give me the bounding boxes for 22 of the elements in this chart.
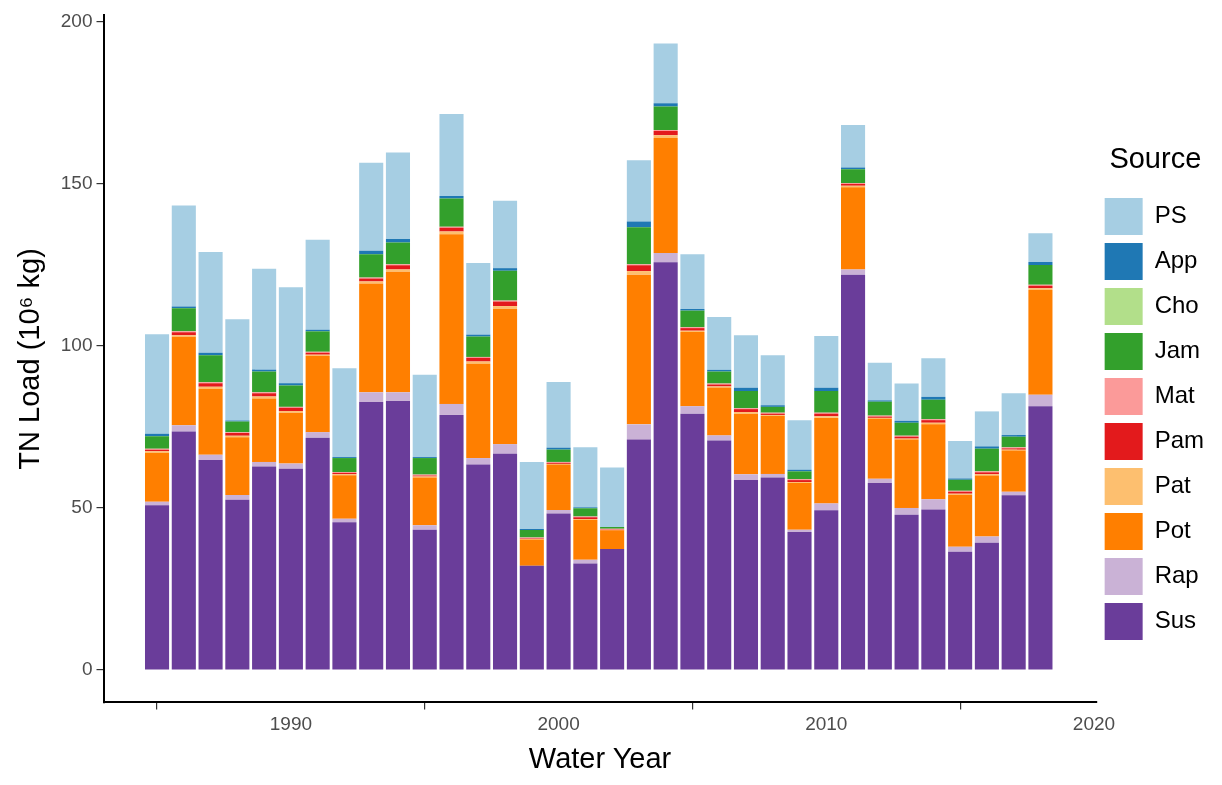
y-tick-label: 100 [60, 334, 93, 356]
legend-label: Cho [1154, 291, 1199, 319]
y-tick-label: 50 [71, 496, 93, 518]
x-axis-title: Water Year [528, 741, 672, 774]
legend-label: Sus [1154, 606, 1197, 634]
legend-label: Pot [1154, 516, 1192, 544]
legend-label: App [1154, 246, 1198, 274]
legend-label: Rap [1154, 561, 1199, 589]
x-tick-label: 2010 [805, 713, 848, 735]
legend-label: Mat [1154, 381, 1195, 409]
legend-label: Pam [1154, 426, 1205, 454]
y-axis-title: TN Load (10⁶ kg) [13, 248, 46, 470]
x-tick-label: 2020 [1072, 713, 1116, 735]
legend-label: PS [1154, 201, 1187, 229]
x-tick-label: 2000 [537, 713, 580, 735]
legend-title: Source [1109, 141, 1202, 174]
y-tick-label: 150 [60, 172, 93, 194]
legend-label: Jam [1154, 336, 1200, 364]
y-tick-label: 200 [60, 10, 93, 32]
x-tick-label: 1990 [269, 713, 313, 735]
legend-label: Pat [1154, 471, 1192, 499]
y-tick-label: 0 [81, 658, 93, 680]
